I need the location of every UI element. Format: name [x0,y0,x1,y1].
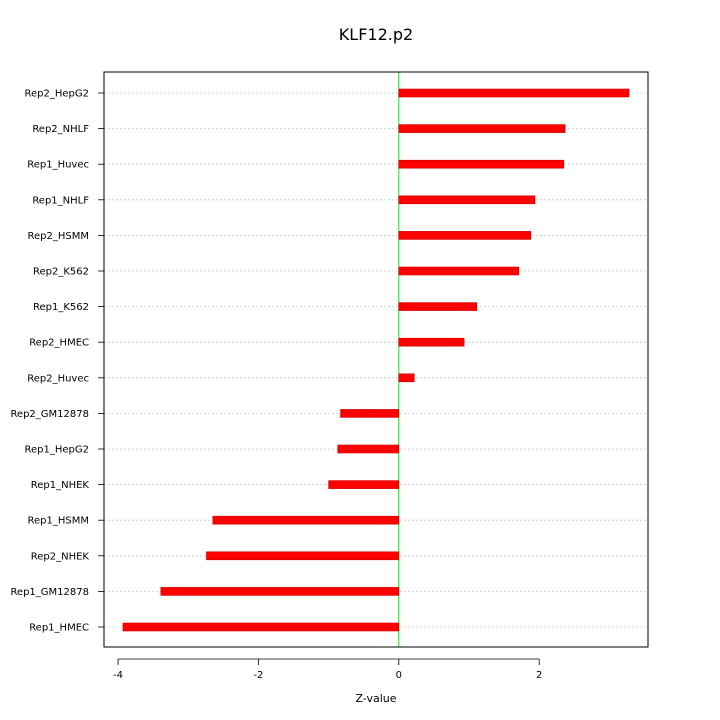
x-tick-label: -2 [253,670,263,681]
bar [398,373,415,383]
category-label: Rep1_NHEK [31,480,90,491]
bar [398,231,532,240]
category-label: Rep2_Huvec [27,373,89,384]
category-label: Rep2_HepG2 [25,89,90,100]
bar [160,587,400,596]
category-label: Rep1_HSMM [28,516,89,527]
chart-title: KLF12.p2 [339,25,413,44]
x-axis-label: Z-value [355,692,396,705]
plot-area: Rep2_HepG2 Rep2_NHLF Rep1_Huvec Rep1_NHLF Re… [10,71,649,681]
x-tick-label: 2 [536,670,542,681]
bar [398,124,566,133]
category-label: Rep1_HMEC [29,623,89,634]
category-label: Rep2_NHLF [32,124,89,135]
category-label: Rep2_K562 [33,267,89,278]
category-label: Rep2_HSMM [28,231,89,242]
bar [206,551,400,561]
category-label: Rep2_HMEC [29,338,89,349]
bar [398,337,465,347]
category-label: Rep1_Huvec [27,160,89,171]
category-label: Rep2_GM12878 [10,409,89,420]
category-label: Rep1_HepG2 [25,445,90,456]
bar [328,480,400,489]
bar [212,515,400,525]
category-label: Rep1_NHLF [32,195,89,206]
category-label: Rep1_K562 [33,302,89,313]
bar [398,159,565,169]
bar [122,622,400,632]
bar [398,88,630,98]
bar [398,195,536,205]
plot-frame [103,71,649,648]
bar [398,266,520,276]
category-label: Rep2_NHEK [31,551,90,562]
bar [337,444,400,454]
category-label: Rep1_GM12878 [10,587,89,598]
x-tick-label: 0 [396,670,402,681]
bar [340,409,400,418]
bar [398,302,478,311]
x-tick-label: -4 [113,670,123,681]
